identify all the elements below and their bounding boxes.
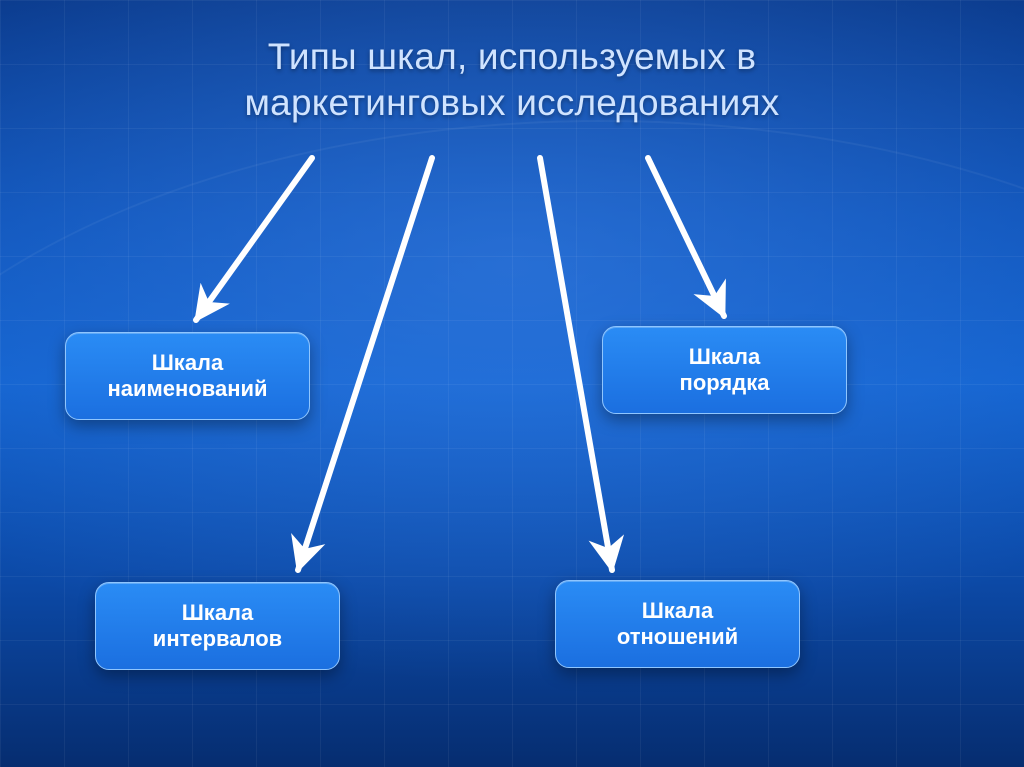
arrow-nominal <box>196 158 312 320</box>
scale-box-ordinal: Шкалапорядка <box>602 326 847 414</box>
scale-box-interval: Шкалаинтервалов <box>95 582 340 670</box>
scale-box-nominal: Шкаланаименований <box>65 332 310 420</box>
slide-title: Типы шкал, используемых в маркетинговых … <box>0 34 1024 127</box>
arrow-interval <box>298 158 432 570</box>
title-line-2: маркетинговых исследованиях <box>245 82 780 123</box>
scale-box-ratio: Шкалаотношений <box>555 580 800 668</box>
arrow-ordinal <box>648 158 724 316</box>
scale-box-line2: интервалов <box>153 626 282 651</box>
scale-box-line1: Шкала <box>689 344 761 369</box>
title-line-1: Типы шкал, используемых в <box>268 36 756 77</box>
scale-box-line2: отношений <box>617 624 738 649</box>
slide: Типы шкал, используемых в маркетинговых … <box>0 0 1024 767</box>
scale-box-line2: порядка <box>680 370 770 395</box>
scale-box-line1: Шкала <box>152 350 224 375</box>
scale-box-line1: Шкала <box>182 600 254 625</box>
scale-box-line1: Шкала <box>642 598 714 623</box>
scale-box-line2: наименований <box>107 376 267 401</box>
